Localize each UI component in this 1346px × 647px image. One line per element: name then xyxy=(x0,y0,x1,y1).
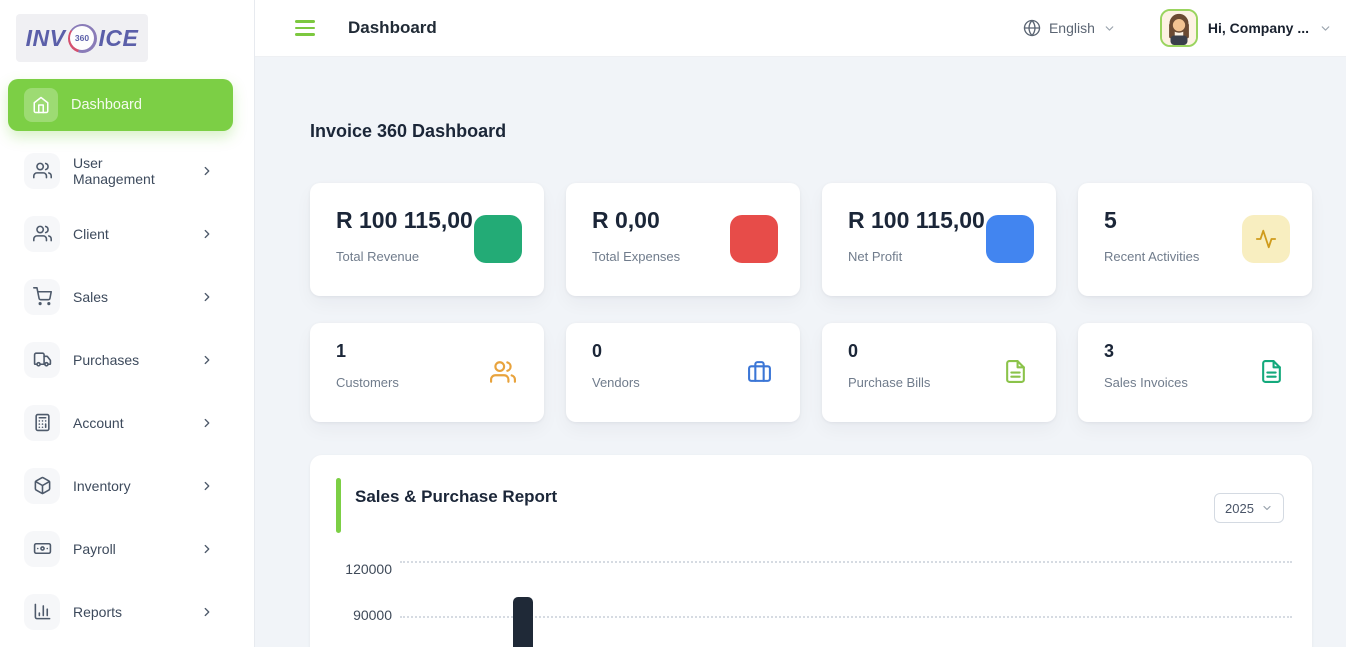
dashboard-heading: Invoice 360 Dashboard xyxy=(310,121,507,141)
stat-card-customers: 1 Customers xyxy=(310,323,544,422)
stats-row-1: R 100 115,00 Total Revenue R 0,00 Total … xyxy=(310,183,1312,296)
logo-text-left: INV xyxy=(25,24,66,51)
year-select-value: 2025 xyxy=(1225,500,1254,516)
stat-label: Sales Invoices xyxy=(1104,375,1188,390)
chevron-right-icon xyxy=(200,479,214,493)
stat-value: 0 xyxy=(592,341,603,361)
sidebar-item-sales[interactable]: Sales xyxy=(0,265,255,328)
gridline-120000 xyxy=(400,561,1292,563)
y-axis-tick: 90000 xyxy=(353,607,392,623)
stats-row-2: 1 Customers 0 Vendors 0 Purchase Bills 3… xyxy=(310,323,1312,422)
language-selector[interactable]: English xyxy=(1023,19,1116,37)
stat-value: R 100 115,00 xyxy=(848,207,985,233)
file-text-icon xyxy=(1259,359,1284,384)
topbar: Dashboard English Hi, Company ... xyxy=(255,0,1346,57)
main-content: Invoice 360 Dashboard R 100 115,00 Total… xyxy=(255,57,1346,647)
app-logo: INV 360 ICE xyxy=(16,14,148,62)
users-icon xyxy=(24,152,60,189)
stat-value: 5 xyxy=(1104,207,1117,233)
stat-label: Net Profit xyxy=(848,249,903,264)
page-title: Dashboard xyxy=(348,18,437,37)
sidebar-item-reports[interactable]: Reports xyxy=(0,580,255,643)
chevron-right-icon xyxy=(200,290,214,304)
chevron-right-icon xyxy=(200,164,214,178)
sidebar-item-inventory[interactable]: Inventory xyxy=(0,454,255,517)
language-label: English xyxy=(1048,20,1095,36)
chevron-down-icon xyxy=(1319,22,1332,35)
truck-icon xyxy=(24,341,60,378)
sidebar-nav: User Management Client Sales xyxy=(0,139,255,643)
sidebar-item-label: User Management xyxy=(73,154,155,187)
package-icon xyxy=(24,467,60,504)
briefcase-icon xyxy=(747,359,772,384)
stat-value: R 100 115,00 xyxy=(336,207,473,233)
cart-icon xyxy=(24,278,60,315)
sidebar-item-label: Inventory xyxy=(73,477,131,494)
sidebar-item-dashboard[interactable]: Dashboard xyxy=(8,79,233,131)
sidebar-item-label: Sales xyxy=(73,288,109,305)
stat-value: 0 xyxy=(848,341,859,361)
sales-purchase-report-card: Sales & Purchase Report 2025 120000 9000… xyxy=(310,455,1312,647)
year-select[interactable]: 2025 xyxy=(1214,493,1284,523)
chevron-down-icon xyxy=(1103,22,1116,35)
globe-icon xyxy=(1023,19,1041,37)
logo-360-icon: 360 xyxy=(67,23,97,53)
users-icon xyxy=(24,215,60,252)
stat-label: Purchase Bills xyxy=(848,375,931,390)
chevron-right-icon xyxy=(200,353,214,367)
chevron-down-icon xyxy=(1261,502,1273,514)
chart-bar xyxy=(513,597,533,647)
report-title: Sales & Purchase Report xyxy=(355,487,558,506)
chevron-right-icon xyxy=(200,605,214,619)
expenses-icon xyxy=(730,215,778,263)
logo-text-right: ICE xyxy=(98,24,139,51)
chevron-right-icon xyxy=(200,227,214,241)
sidebar-item-label: Purchases xyxy=(73,351,140,368)
sidebar: INV 360 ICE Dashboard User Management Cl… xyxy=(0,0,255,647)
stat-label: Vendors xyxy=(592,375,640,390)
stat-card-sales-invoices: 3 Sales Invoices xyxy=(1078,323,1312,422)
stat-card-purchase-bills: 0 Purchase Bills xyxy=(822,323,1056,422)
stat-label: Customers xyxy=(336,375,399,390)
user-menu[interactable]: Hi, Company ... xyxy=(1159,9,1332,47)
revenue-icon xyxy=(474,215,522,263)
user-greeting: Hi, Company ... xyxy=(1207,20,1309,36)
stat-label: Recent Activities xyxy=(1104,249,1200,264)
stat-card-vendors: 0 Vendors xyxy=(566,323,800,422)
stat-card-net-profit: R 100 115,00 Net Profit xyxy=(822,183,1056,296)
home-icon xyxy=(24,88,58,122)
stat-value: R 0,00 xyxy=(592,207,660,233)
sidebar-item-account[interactable]: Account xyxy=(0,391,255,454)
stat-card-recent-activities: 5 Recent Activities xyxy=(1078,183,1312,296)
stat-label: Total Expenses xyxy=(592,249,681,264)
user-avatar xyxy=(1159,9,1198,47)
stat-value: 3 xyxy=(1104,341,1115,361)
gridline-90000 xyxy=(400,616,1292,618)
stat-card-total-revenue: R 100 115,00 Total Revenue xyxy=(310,183,544,296)
y-axis-tick: 120000 xyxy=(345,561,392,577)
chevron-right-icon xyxy=(200,542,214,556)
sidebar-item-purchases[interactable]: Purchases xyxy=(0,328,255,391)
sidebar-item-payroll[interactable]: Payroll xyxy=(0,517,255,580)
calculator-icon xyxy=(24,404,60,441)
sidebar-item-label: Client xyxy=(73,225,109,242)
sidebar-item-user-management[interactable]: User Management xyxy=(0,139,255,202)
bar-chart-icon xyxy=(24,593,60,630)
stat-card-total-expenses: R 0,00 Total Expenses xyxy=(566,183,800,296)
sidebar-item-label: Dashboard xyxy=(71,97,142,113)
stat-value: 1 xyxy=(336,341,347,361)
profit-icon xyxy=(986,215,1034,263)
hamburger-menu-icon[interactable] xyxy=(295,20,315,36)
file-text-icon xyxy=(1003,359,1028,384)
banknote-icon xyxy=(24,530,60,567)
sidebar-item-label: Reports xyxy=(73,603,123,620)
users-icon xyxy=(490,359,516,385)
activity-icon xyxy=(1242,215,1290,263)
sidebar-item-client[interactable]: Client xyxy=(0,202,255,265)
report-accent-bar xyxy=(336,478,341,533)
sidebar-item-label: Account xyxy=(73,414,124,431)
sidebar-item-label: Payroll xyxy=(73,540,116,557)
chevron-right-icon xyxy=(200,416,214,430)
stat-label: Total Revenue xyxy=(336,249,420,264)
